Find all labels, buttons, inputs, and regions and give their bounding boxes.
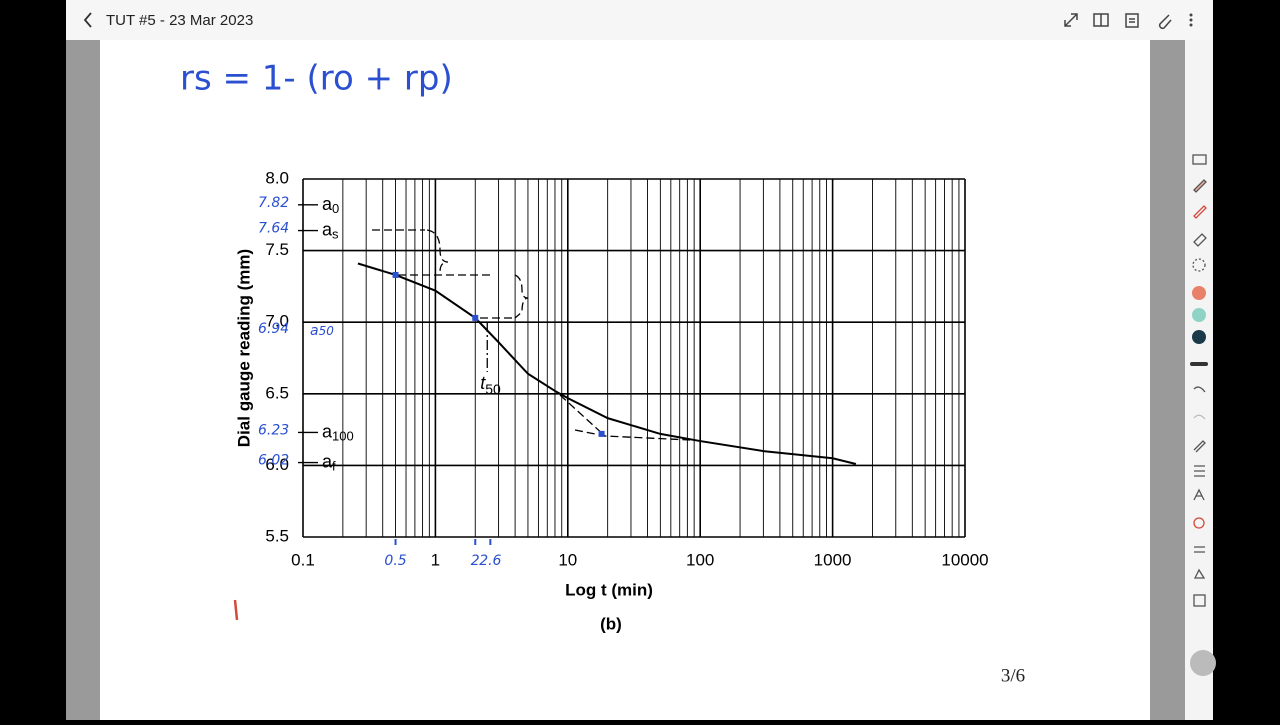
handwritten-value: 7.82 xyxy=(258,195,289,211)
doc-title: TUT #5 - 23 Mar 2023 xyxy=(106,12,253,29)
x-tick-label: 100 xyxy=(686,550,714,569)
annotation: as xyxy=(322,219,339,242)
t50-label: t50 xyxy=(480,373,501,397)
marked-point xyxy=(598,430,605,437)
annotation: a100 xyxy=(322,421,354,444)
x-tick-label: 1 xyxy=(431,550,440,569)
top-bar xyxy=(66,0,1213,40)
y-axis-label: Dial gauge reading (mm) xyxy=(234,249,253,447)
curve xyxy=(357,262,857,465)
annotation-symbol: a xyxy=(322,194,333,214)
pen-mark xyxy=(233,599,239,621)
more-menu[interactable] xyxy=(1189,13,1193,27)
y-tick-label: 7.5 xyxy=(265,240,289,259)
x-axis-label: Log t (min) xyxy=(565,580,653,599)
t50-sub: 50 xyxy=(485,381,501,397)
annotation-symbol: a xyxy=(322,451,333,471)
x-tick-label: 10000 xyxy=(941,550,988,569)
annotation-symbol: a xyxy=(322,219,333,239)
annotation-sub: 50 xyxy=(319,323,335,337)
marked-point xyxy=(472,314,479,321)
x-note: 2.6 xyxy=(479,553,501,569)
formula: rs = 1- (ro + rp) xyxy=(180,59,453,99)
annotation: a0 xyxy=(322,194,339,217)
page xyxy=(100,40,1150,720)
back-button[interactable] xyxy=(83,12,92,28)
construction-lines xyxy=(372,229,691,441)
t50-symbol: t xyxy=(480,373,486,393)
color-swatch[interactable] xyxy=(1192,330,1206,344)
annotation-symbol: a xyxy=(310,323,319,339)
x-note: 2 xyxy=(471,553,480,569)
toolbar-icons[interactable] xyxy=(1192,154,1207,607)
y-tick-label: 8.0 xyxy=(265,168,289,187)
y-tick-label: 5.5 xyxy=(265,526,289,545)
annotation-sub: 100 xyxy=(332,429,354,444)
y-tick-label: 7.0 xyxy=(265,312,289,331)
handwritten-value: 6.02 xyxy=(258,453,289,469)
toolbar xyxy=(1185,40,1213,720)
annotation-sub: f xyxy=(332,459,336,474)
color-swatch[interactable] xyxy=(1192,308,1206,322)
handwritten-value: 7.64 xyxy=(258,221,289,237)
left-bar xyxy=(0,0,66,720)
edit-button[interactable] xyxy=(1190,650,1216,676)
marked-point xyxy=(392,271,399,278)
y-tick-label: 6.0 xyxy=(265,455,289,474)
annotation-symbol: a xyxy=(322,421,333,441)
annotation-sub: 0 xyxy=(332,201,339,216)
top-icons[interactable] xyxy=(1064,13,1172,30)
x-tick-label: 0.1 xyxy=(291,550,315,569)
color-swatch[interactable] xyxy=(1192,286,1206,300)
handwritten-value: 6.94 xyxy=(258,321,289,337)
page-number: 3/6 xyxy=(1001,665,1025,686)
annotation: af xyxy=(322,451,336,474)
x-tick-label: 10 xyxy=(558,550,577,569)
annotation: a50 xyxy=(310,323,334,339)
x-note: 0.5 xyxy=(384,553,406,569)
stroke-width[interactable] xyxy=(1190,362,1208,366)
annotation-sub: s xyxy=(332,227,339,242)
y-tick-label: 6.5 xyxy=(265,383,289,402)
x-tick-label: 1000 xyxy=(814,550,852,569)
caption: (b) xyxy=(600,614,622,633)
handwritten-value: 6.23 xyxy=(258,422,289,438)
